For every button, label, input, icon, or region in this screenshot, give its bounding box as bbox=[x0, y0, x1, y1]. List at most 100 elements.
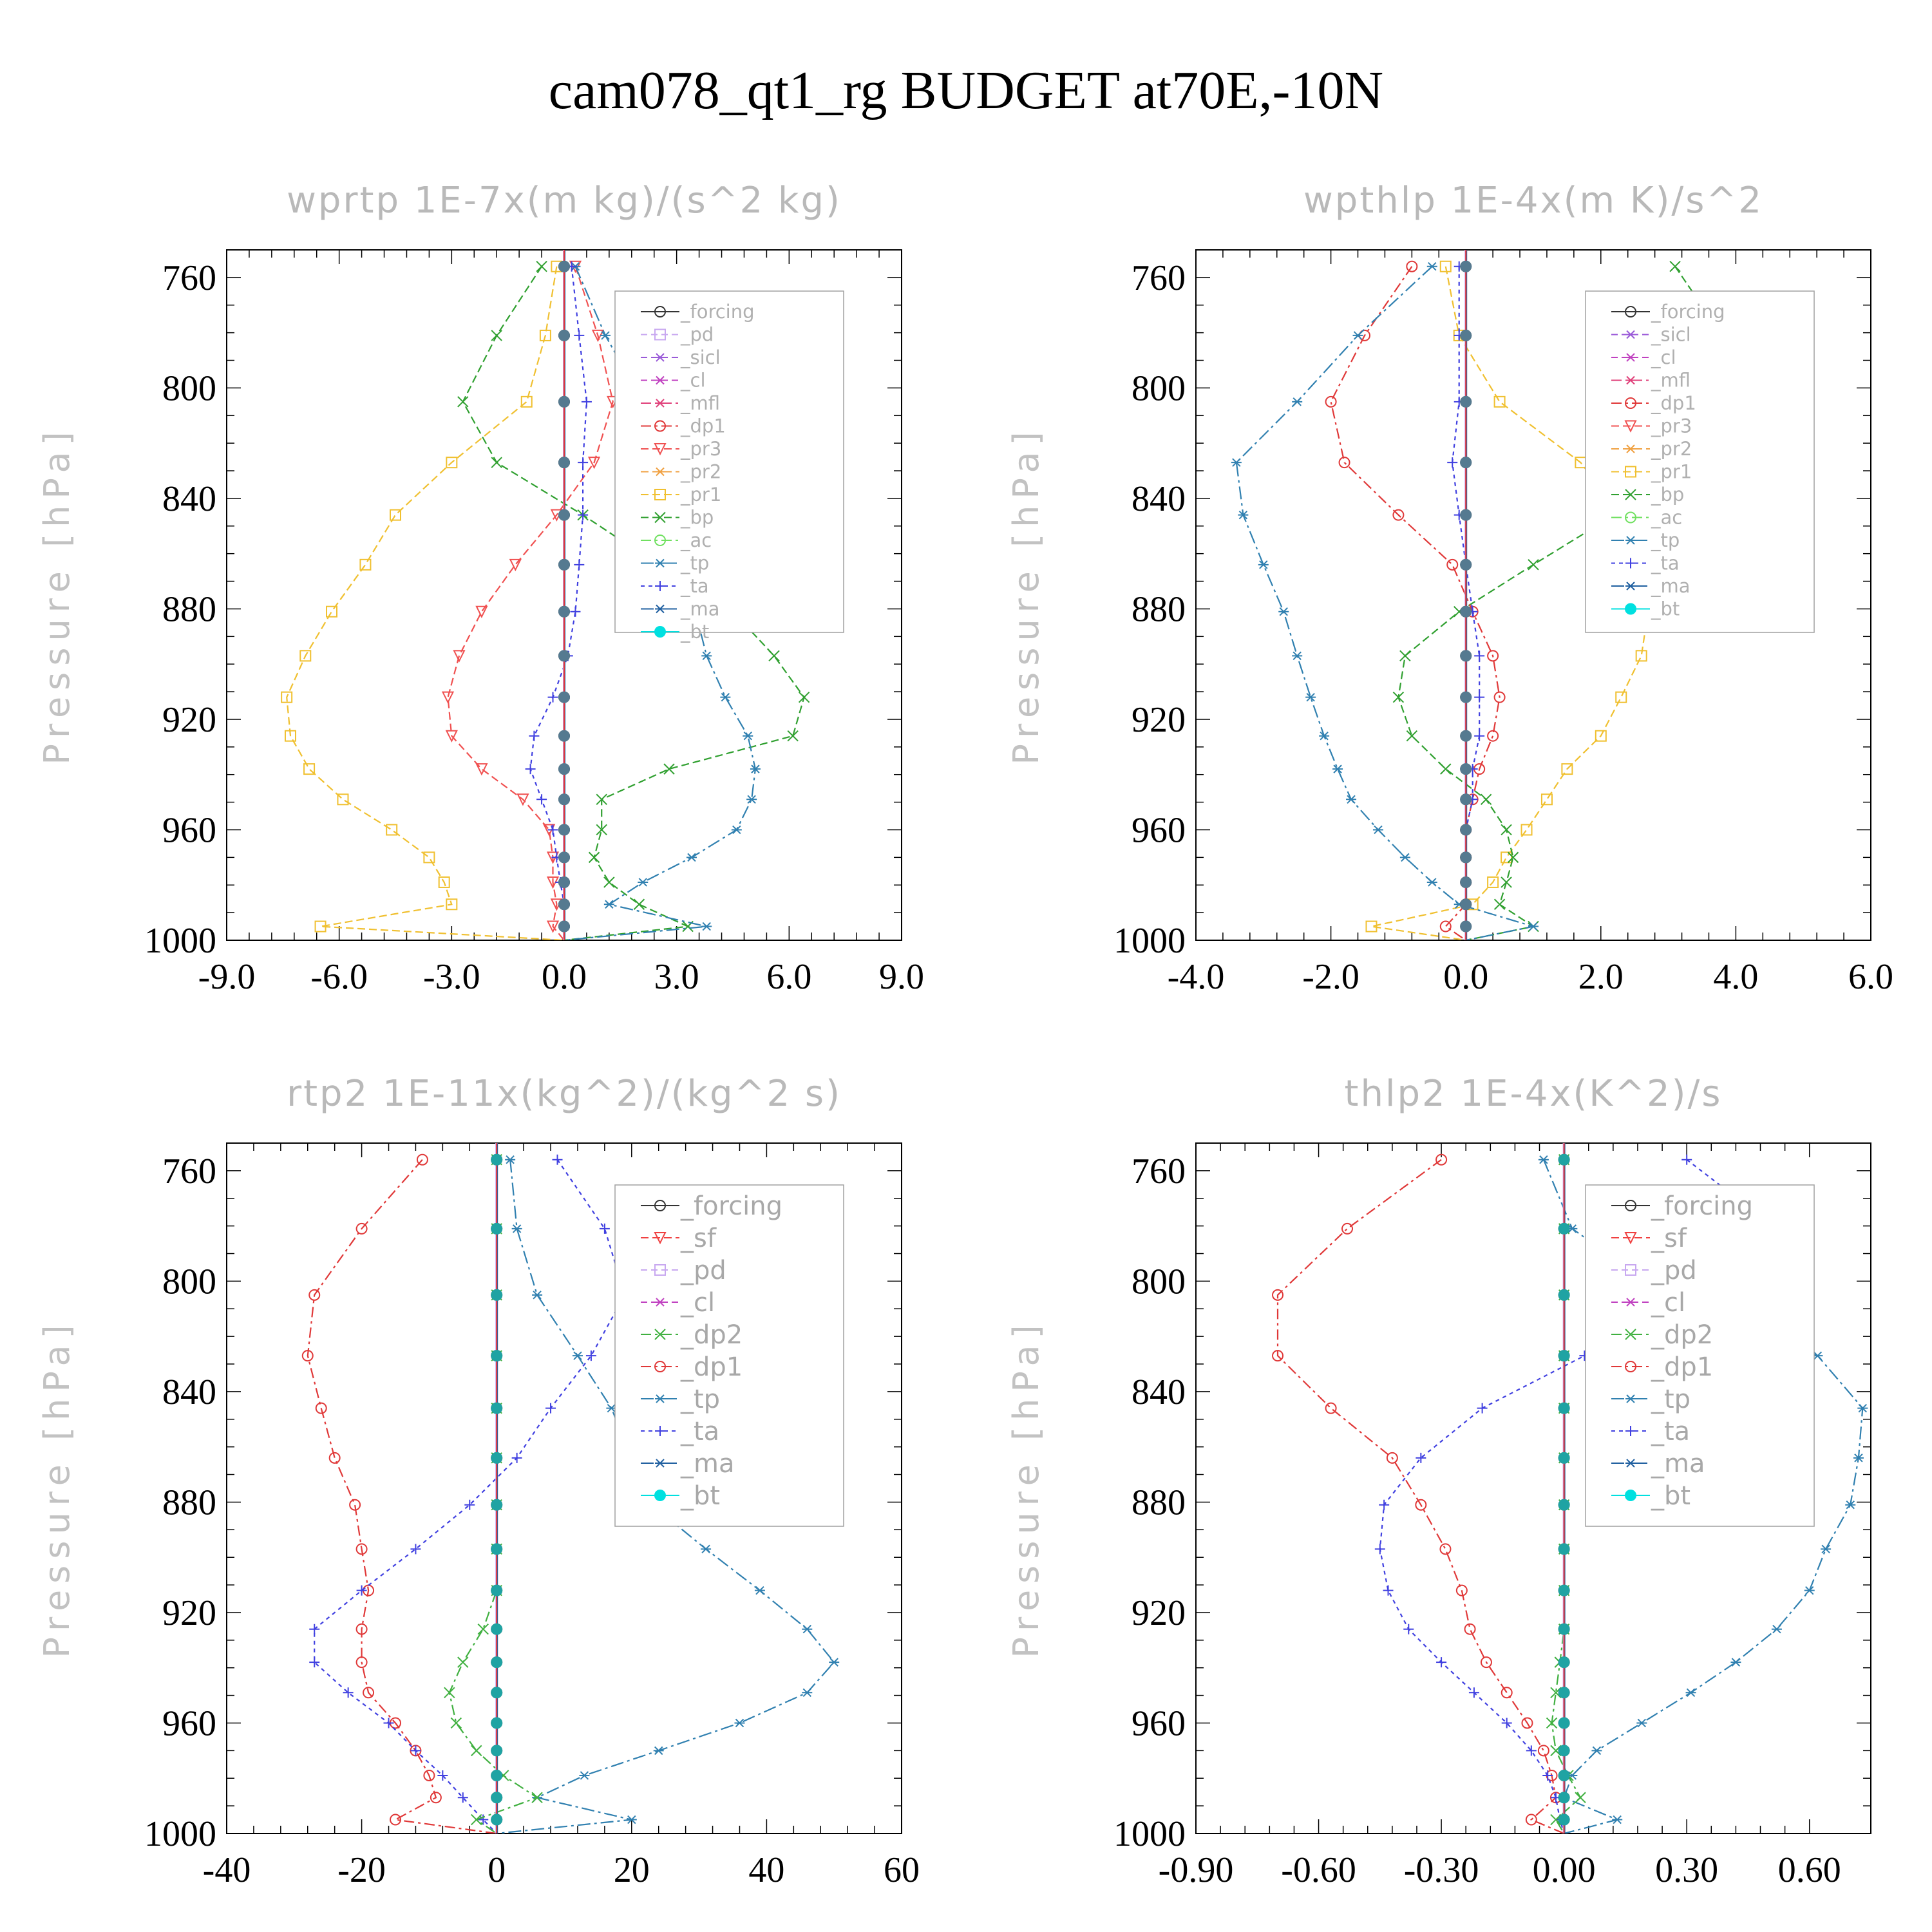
data-point bbox=[441, 691, 455, 704]
bt-point bbox=[491, 1222, 503, 1235]
data-point bbox=[1625, 489, 1636, 500]
data-point bbox=[1319, 731, 1330, 741]
legend-box bbox=[614, 1184, 844, 1527]
legend-item-pd: _pd bbox=[1611, 1256, 1697, 1285]
legend-item-dp1: _dp1 bbox=[641, 415, 726, 437]
data-point bbox=[1477, 1403, 1488, 1414]
bt-point bbox=[558, 558, 570, 571]
data-point bbox=[536, 794, 547, 805]
data-point bbox=[1550, 1687, 1562, 1699]
bt-point bbox=[1558, 1153, 1570, 1166]
legend-label: _ta bbox=[1651, 1417, 1690, 1446]
x-tick-label: -2.0 bbox=[1302, 957, 1359, 997]
bt-point bbox=[558, 793, 570, 806]
data-point bbox=[1625, 1459, 1636, 1468]
bt-point bbox=[491, 1289, 503, 1301]
data-point bbox=[654, 511, 666, 524]
data-point bbox=[655, 399, 665, 408]
panel-title: thlp2 1E-4x(K^2)/s bbox=[1345, 1073, 1723, 1115]
bt-point bbox=[1460, 329, 1472, 341]
y-axis-label: Pressure [hPa] bbox=[1006, 425, 1046, 764]
legend-label: _ma bbox=[680, 1449, 734, 1479]
data-point bbox=[654, 306, 666, 317]
data-point bbox=[743, 731, 753, 741]
y-tick-label: 920 bbox=[1132, 1593, 1186, 1633]
legend-label: _tp bbox=[1651, 1385, 1690, 1414]
bt-point bbox=[558, 395, 570, 408]
bt-point bbox=[491, 1452, 503, 1464]
legend-label: _tp bbox=[680, 1385, 720, 1414]
x-tick-label: 20 bbox=[614, 1850, 650, 1890]
y-tick-label: 840 bbox=[1132, 1372, 1186, 1412]
data-point bbox=[1669, 261, 1681, 272]
bt-point bbox=[1460, 605, 1472, 618]
plot-frame bbox=[226, 1142, 902, 1834]
bt-point bbox=[1460, 763, 1472, 775]
legend-item-dp1: _dp1 bbox=[641, 1352, 743, 1382]
chart-panel-3: rtp2 1E-11x(kg^2)/(kg^2 s) Pressure [hPa]… bbox=[37, 1073, 920, 1890]
data-point bbox=[1546, 1717, 1558, 1729]
data-point bbox=[1525, 1814, 1537, 1826]
data-point bbox=[1258, 560, 1269, 569]
x-tick-label: -3.0 bbox=[423, 957, 480, 997]
data-point bbox=[355, 1543, 368, 1555]
legend-label: _forcing bbox=[1651, 1191, 1753, 1221]
data-point bbox=[754, 1586, 765, 1595]
legend-item-tp: _tp bbox=[1611, 1385, 1690, 1414]
data-point bbox=[1464, 1623, 1476, 1635]
data-point bbox=[545, 1403, 556, 1414]
data-point bbox=[301, 1350, 314, 1362]
legend-label: _ac bbox=[680, 529, 712, 551]
legend-item-ma: _ma bbox=[641, 598, 720, 620]
series-line-ta bbox=[314, 1159, 626, 1833]
bt-point bbox=[558, 824, 570, 836]
legend-label: _cl bbox=[1651, 346, 1676, 368]
data-point bbox=[570, 606, 581, 617]
data-point bbox=[1383, 1585, 1394, 1596]
legend-item-bp: _bp bbox=[641, 507, 714, 529]
data-point bbox=[731, 825, 742, 835]
series-line-pr1 bbox=[286, 266, 565, 940]
data-point bbox=[464, 1499, 475, 1510]
data-point bbox=[315, 1402, 327, 1414]
bt-point bbox=[491, 1584, 503, 1596]
data-point bbox=[654, 1200, 666, 1211]
data-point bbox=[1625, 603, 1636, 615]
data-point bbox=[655, 1394, 665, 1403]
data-point bbox=[1493, 395, 1506, 408]
x-tick-label: -6.0 bbox=[310, 957, 368, 997]
bt-point bbox=[491, 1350, 503, 1362]
series-line-bp bbox=[1397, 266, 1750, 940]
data-point bbox=[478, 1814, 489, 1825]
legend-item-dp2: _dp2 bbox=[1611, 1320, 1713, 1350]
bt-point bbox=[1460, 558, 1472, 571]
legend-item-sf: _sf bbox=[1611, 1224, 1687, 1253]
data-point bbox=[1501, 851, 1513, 864]
data-point bbox=[355, 1623, 368, 1635]
x-tick-label: -0.30 bbox=[1404, 1850, 1479, 1890]
data-point bbox=[281, 691, 293, 703]
data-point bbox=[1550, 1745, 1562, 1757]
legend-item-bt: _bt bbox=[1611, 1481, 1690, 1511]
data-point bbox=[1625, 1200, 1636, 1211]
data-point bbox=[1487, 876, 1499, 888]
data-point bbox=[585, 1350, 596, 1361]
data-point bbox=[547, 824, 558, 835]
data-point bbox=[1730, 1658, 1741, 1667]
data-point bbox=[529, 730, 540, 741]
y-tick-label: 760 bbox=[1132, 1151, 1186, 1191]
x-tick-label: -0.90 bbox=[1159, 1850, 1234, 1890]
data-point bbox=[638, 878, 649, 887]
x-tick-label: -20 bbox=[337, 1850, 386, 1890]
legend-label: _pd bbox=[1651, 1256, 1697, 1285]
data-point bbox=[701, 1544, 712, 1554]
data-point bbox=[663, 763, 675, 775]
data-point bbox=[477, 1623, 489, 1635]
data-point bbox=[701, 922, 712, 931]
data-point bbox=[655, 1459, 665, 1468]
bt-point bbox=[491, 1792, 503, 1804]
data-point bbox=[1352, 331, 1363, 340]
data-point bbox=[1625, 1264, 1636, 1276]
legend-label: _pr1 bbox=[680, 484, 721, 506]
data-point bbox=[1399, 650, 1411, 662]
